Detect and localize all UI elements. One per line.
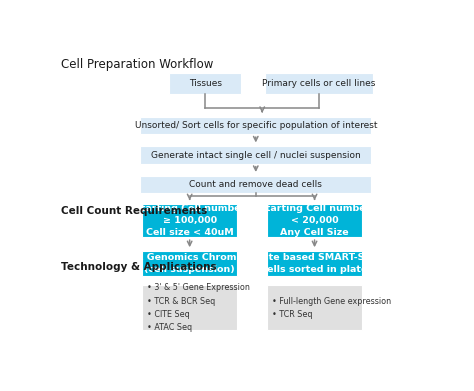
Text: 10X Genomics Chromium
(cell suspension): 10X Genomics Chromium (cell suspension) [123,253,256,274]
FancyBboxPatch shape [265,73,374,93]
Text: Plate based SMART-Seq
(cells sorted in plate): Plate based SMART-Seq (cells sorted in p… [252,253,377,274]
FancyBboxPatch shape [142,251,237,276]
FancyBboxPatch shape [140,176,372,193]
Text: Starting Cell number
< 20,000
Any Cell Size: Starting Cell number < 20,000 Any Cell S… [259,204,370,237]
FancyBboxPatch shape [267,204,362,237]
FancyBboxPatch shape [267,251,362,276]
Text: Unsorted/ Sort cells for specific population of interest: Unsorted/ Sort cells for specific popula… [135,121,377,130]
Text: • 3' & 5' Gene Expression
• TCR & BCR Seq
• CITE Seq
• ATAC Seq: • 3' & 5' Gene Expression • TCR & BCR Se… [147,283,250,332]
FancyBboxPatch shape [142,204,237,237]
Text: Primary cells or cell lines: Primary cells or cell lines [263,79,376,88]
FancyBboxPatch shape [169,73,241,93]
Text: Cell Count Requirements: Cell Count Requirements [61,206,207,216]
Text: Count and remove dead cells: Count and remove dead cells [189,180,322,189]
FancyBboxPatch shape [140,146,372,164]
FancyBboxPatch shape [267,285,362,330]
FancyBboxPatch shape [142,285,237,330]
FancyBboxPatch shape [140,117,372,134]
Text: Generate intact single cell / nuclei suspension: Generate intact single cell / nuclei sus… [151,151,361,160]
Text: Tissues: Tissues [189,79,222,88]
Text: • Full-length Gene expression
• TCR Seq: • Full-length Gene expression • TCR Seq [272,296,392,319]
Text: Technology & Applications: Technology & Applications [61,262,217,272]
Text: Cell Preparation Workflow: Cell Preparation Workflow [61,59,213,72]
Text: Starting Cell number
≥ 100,000
Cell size < 40uM: Starting Cell number ≥ 100,000 Cell size… [134,204,246,237]
